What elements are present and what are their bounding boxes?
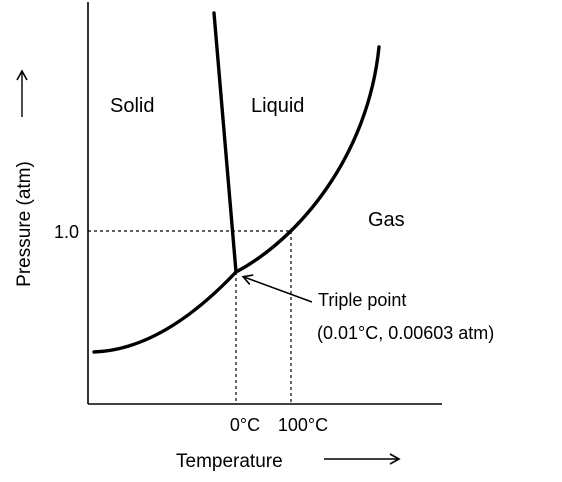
pressure-tick-label: 1.0 — [54, 222, 79, 242]
x-axis-title: Temperature — [176, 451, 283, 472]
temperature-tick-hundred: 100°C — [278, 415, 328, 435]
triple-point-label: Triple point — [318, 290, 406, 310]
y-axis-title: Pressure (atm) — [14, 161, 35, 287]
solid-gas-boundary — [92, 270, 238, 354]
temperature-tick-zero: 0°C — [230, 415, 260, 435]
liquid-gas-boundary — [234, 45, 381, 274]
triple-point-values: (0.01°C, 0.00603 atm) — [317, 323, 494, 343]
region-liquid-label: Liquid — [251, 95, 304, 117]
solid-liquid-boundary — [212, 11, 238, 274]
triple-point-arrow — [241, 274, 313, 303]
region-gas-label: Gas — [368, 209, 405, 231]
region-solid-label: Solid — [110, 95, 154, 117]
